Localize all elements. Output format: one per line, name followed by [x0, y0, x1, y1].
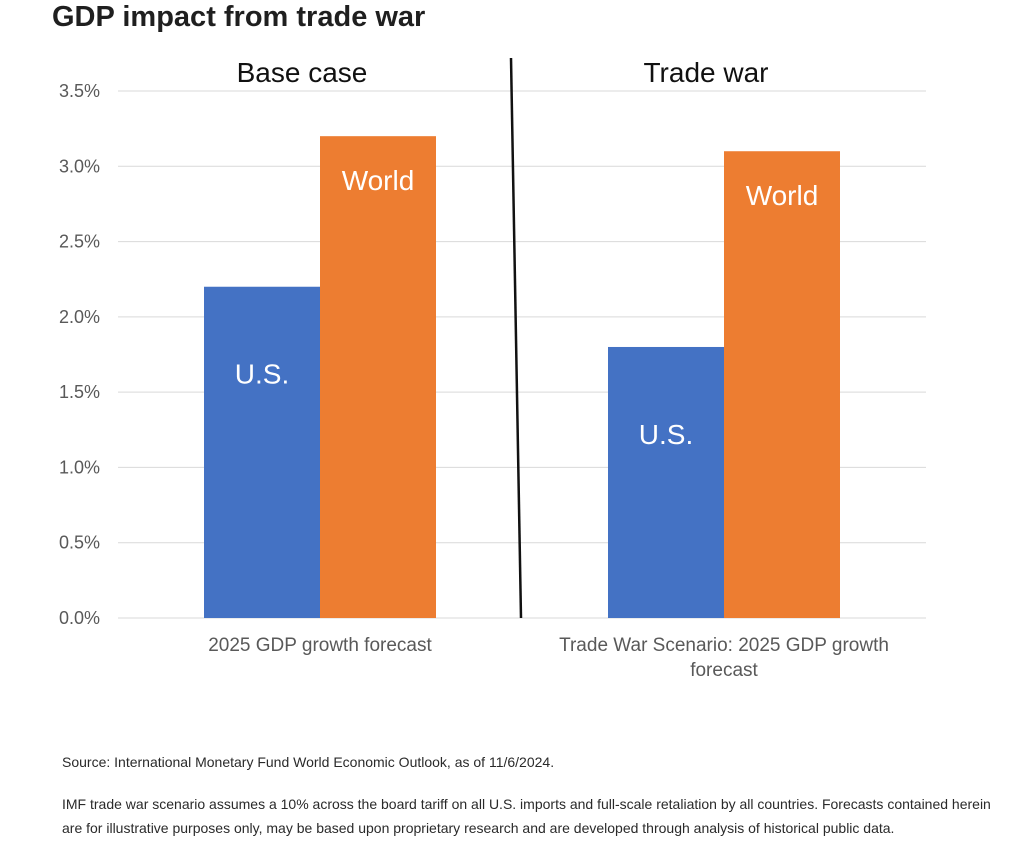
gdp-bar-chart: 0.0% 0.5% 1.0% 1.5% 2.0% 2.5% 3.0% 3.5% Base cas…: [59, 57, 926, 681]
source-note: Source: International Monetary Fund Worl…: [62, 754, 555, 770]
y-tick-label: 1.5%: [59, 382, 100, 402]
page-title: GDP impact from trade war: [52, 1, 426, 33]
y-tick-label: 3.5%: [59, 81, 100, 101]
x-category-label: 2025 GDP growth forecast: [208, 635, 432, 656]
x-category-label: Trade War Scenario: 2025 GDP growth: [559, 635, 889, 656]
bar-data-label: World: [746, 180, 819, 211]
panel-heading: Base case: [237, 57, 368, 88]
y-tick-label: 0.0%: [59, 608, 100, 628]
bar-world: [320, 136, 436, 618]
bar-data-label: U.S.: [235, 359, 289, 390]
footnotes: Source: International Monetary Fund Worl…: [62, 750, 1002, 840]
bar-world: [724, 151, 840, 618]
bar-us: [608, 346, 724, 618]
y-tick-label: 2.5%: [59, 232, 100, 252]
bar-data-label: U.S.: [639, 419, 693, 450]
panel-heading: Trade war: [643, 57, 768, 88]
methodology-note: IMF trade war scenario assumes a 10% acr…: [62, 796, 991, 836]
y-tick-label: 2.0%: [59, 307, 100, 327]
bar-data-label: World: [342, 165, 415, 196]
bar-us: [204, 286, 320, 618]
panel-divider: [509, 57, 523, 619]
y-tick-label: 1.0%: [59, 457, 100, 477]
x-category-label: forecast: [690, 660, 758, 681]
y-tick-label: 0.5%: [59, 533, 100, 553]
y-tick-label: 3.0%: [59, 156, 100, 176]
